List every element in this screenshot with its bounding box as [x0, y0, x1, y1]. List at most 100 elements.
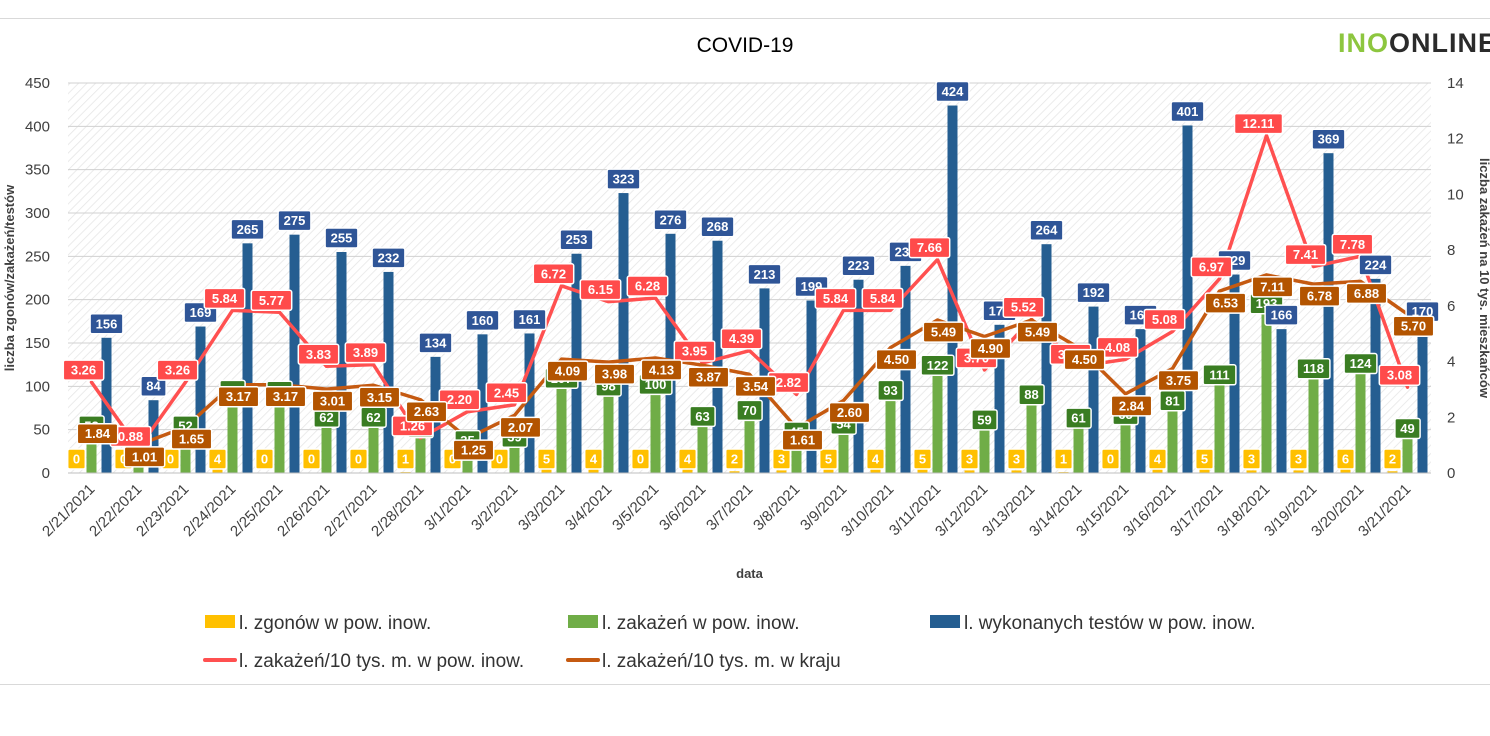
x-tick-label: 3/5/2021	[609, 481, 662, 534]
bar	[274, 393, 285, 473]
bar	[1073, 420, 1084, 473]
data-label: 2.82	[776, 375, 801, 390]
data-label: 4.09	[555, 364, 580, 379]
bar	[1387, 471, 1398, 473]
data-label: 2.84	[1119, 398, 1145, 413]
bar	[1214, 376, 1225, 473]
data-label: 62	[366, 410, 380, 425]
data-label-box	[1110, 395, 1153, 417]
data-label: 2.20	[447, 392, 472, 407]
data-label: 4	[214, 452, 222, 467]
bar	[86, 427, 97, 473]
y-axis-title: liczba zgonów/zakażeń/testów	[2, 184, 17, 371]
data-label-box	[1233, 112, 1284, 135]
data-label: 4	[1154, 452, 1162, 467]
data-label: 424	[942, 84, 964, 99]
bar	[776, 470, 787, 473]
data-label: 1.01	[132, 449, 157, 464]
data-label: 369	[1318, 132, 1340, 147]
legend-label: l. wykonanych testów w pow. inow.	[964, 613, 1255, 634]
bar	[1402, 430, 1413, 473]
data-label: 3	[1295, 452, 1302, 467]
y-tick-label: 0	[42, 465, 50, 482]
data-label: 276	[660, 212, 682, 227]
y2-tick-label: 4	[1447, 354, 1455, 371]
bar	[588, 469, 599, 473]
bar	[603, 388, 614, 473]
bar	[212, 469, 223, 473]
data-label: 61	[1071, 411, 1085, 426]
y2-tick-label: 6	[1447, 298, 1455, 315]
data-label: 192	[1083, 285, 1105, 300]
y-tick-label: 100	[25, 378, 50, 395]
chart-title: COVID-19	[696, 34, 794, 57]
data-label-box	[969, 337, 1012, 360]
data-label-box	[1296, 357, 1331, 380]
data-label: 6.88	[1354, 286, 1379, 301]
data-label-box	[1288, 448, 1309, 470]
data-label-box	[452, 439, 495, 461]
data-label-box	[861, 287, 904, 310]
legend: l. zgonów w pow. inow. l. zakażeń w pow. …	[203, 613, 1255, 672]
data-label-box	[546, 360, 589, 382]
data-label: 1.61	[790, 433, 815, 448]
bar	[917, 468, 928, 473]
data-label: 81	[1165, 393, 1179, 408]
data-label: 323	[613, 172, 635, 187]
bar	[321, 419, 332, 473]
data-label: 1.84	[85, 426, 111, 441]
data-label: 5.52	[1011, 300, 1036, 315]
data-label-box	[301, 448, 322, 470]
data-label: 7.41	[1293, 247, 1318, 262]
bar	[541, 468, 552, 473]
data-label-box	[358, 386, 401, 408]
bar	[1246, 470, 1257, 473]
bar	[1417, 325, 1428, 473]
data-label-box	[1284, 243, 1327, 266]
data-label: 84	[146, 379, 161, 394]
bar	[1167, 402, 1178, 473]
frame-top-border	[0, 18, 1490, 19]
data-label: 1	[1060, 452, 1067, 467]
data-label-box	[689, 405, 716, 428]
data-label-box	[1311, 128, 1346, 150]
data-label-box	[1331, 233, 1374, 256]
data-label-box	[1016, 321, 1059, 343]
data-label: 3	[1013, 452, 1020, 467]
data-label: 2	[1389, 452, 1396, 467]
data-label-box	[62, 359, 105, 381]
data-label: 4	[590, 452, 598, 467]
data-label-box	[1076, 281, 1111, 304]
y-tick-label: 450	[25, 75, 50, 92]
legend-label: l. zakażeń/10 tys. m. w pow. inow.	[239, 651, 524, 672]
data-label-box	[593, 363, 636, 385]
data-label-box	[724, 448, 745, 470]
bar	[1340, 467, 1351, 473]
data-label: 88	[1024, 387, 1038, 402]
data-label-box	[1147, 448, 1168, 470]
bar	[1088, 306, 1099, 473]
data-label-box	[606, 168, 641, 190]
data-label: 124	[1350, 356, 1372, 371]
bar	[336, 252, 347, 473]
bar	[853, 279, 864, 473]
data-label: 93	[883, 383, 897, 398]
x-tick-label: 3/7/2021	[703, 481, 756, 534]
data-label-box	[959, 448, 980, 470]
data-labels: 0004000100540423545331045336252145293926…	[62, 80, 1440, 470]
y2-tick-label: 0	[1447, 465, 1455, 482]
y-tick-label: 50	[33, 422, 50, 439]
data-label-box	[877, 379, 904, 402]
data-label-box	[583, 448, 604, 470]
data-label: 4.50	[1072, 352, 1097, 367]
data-label: 0	[637, 452, 644, 467]
frame-bottom-border	[0, 684, 1490, 685]
data-label: 3.89	[353, 345, 378, 360]
data-label: 1.65	[179, 432, 204, 447]
data-label: 3.17	[273, 389, 298, 404]
data-label: 268	[707, 219, 729, 234]
bar	[1011, 470, 1022, 473]
data-label: 2.63	[414, 404, 439, 419]
data-label-box	[230, 218, 265, 241]
data-label-box	[1170, 100, 1205, 123]
